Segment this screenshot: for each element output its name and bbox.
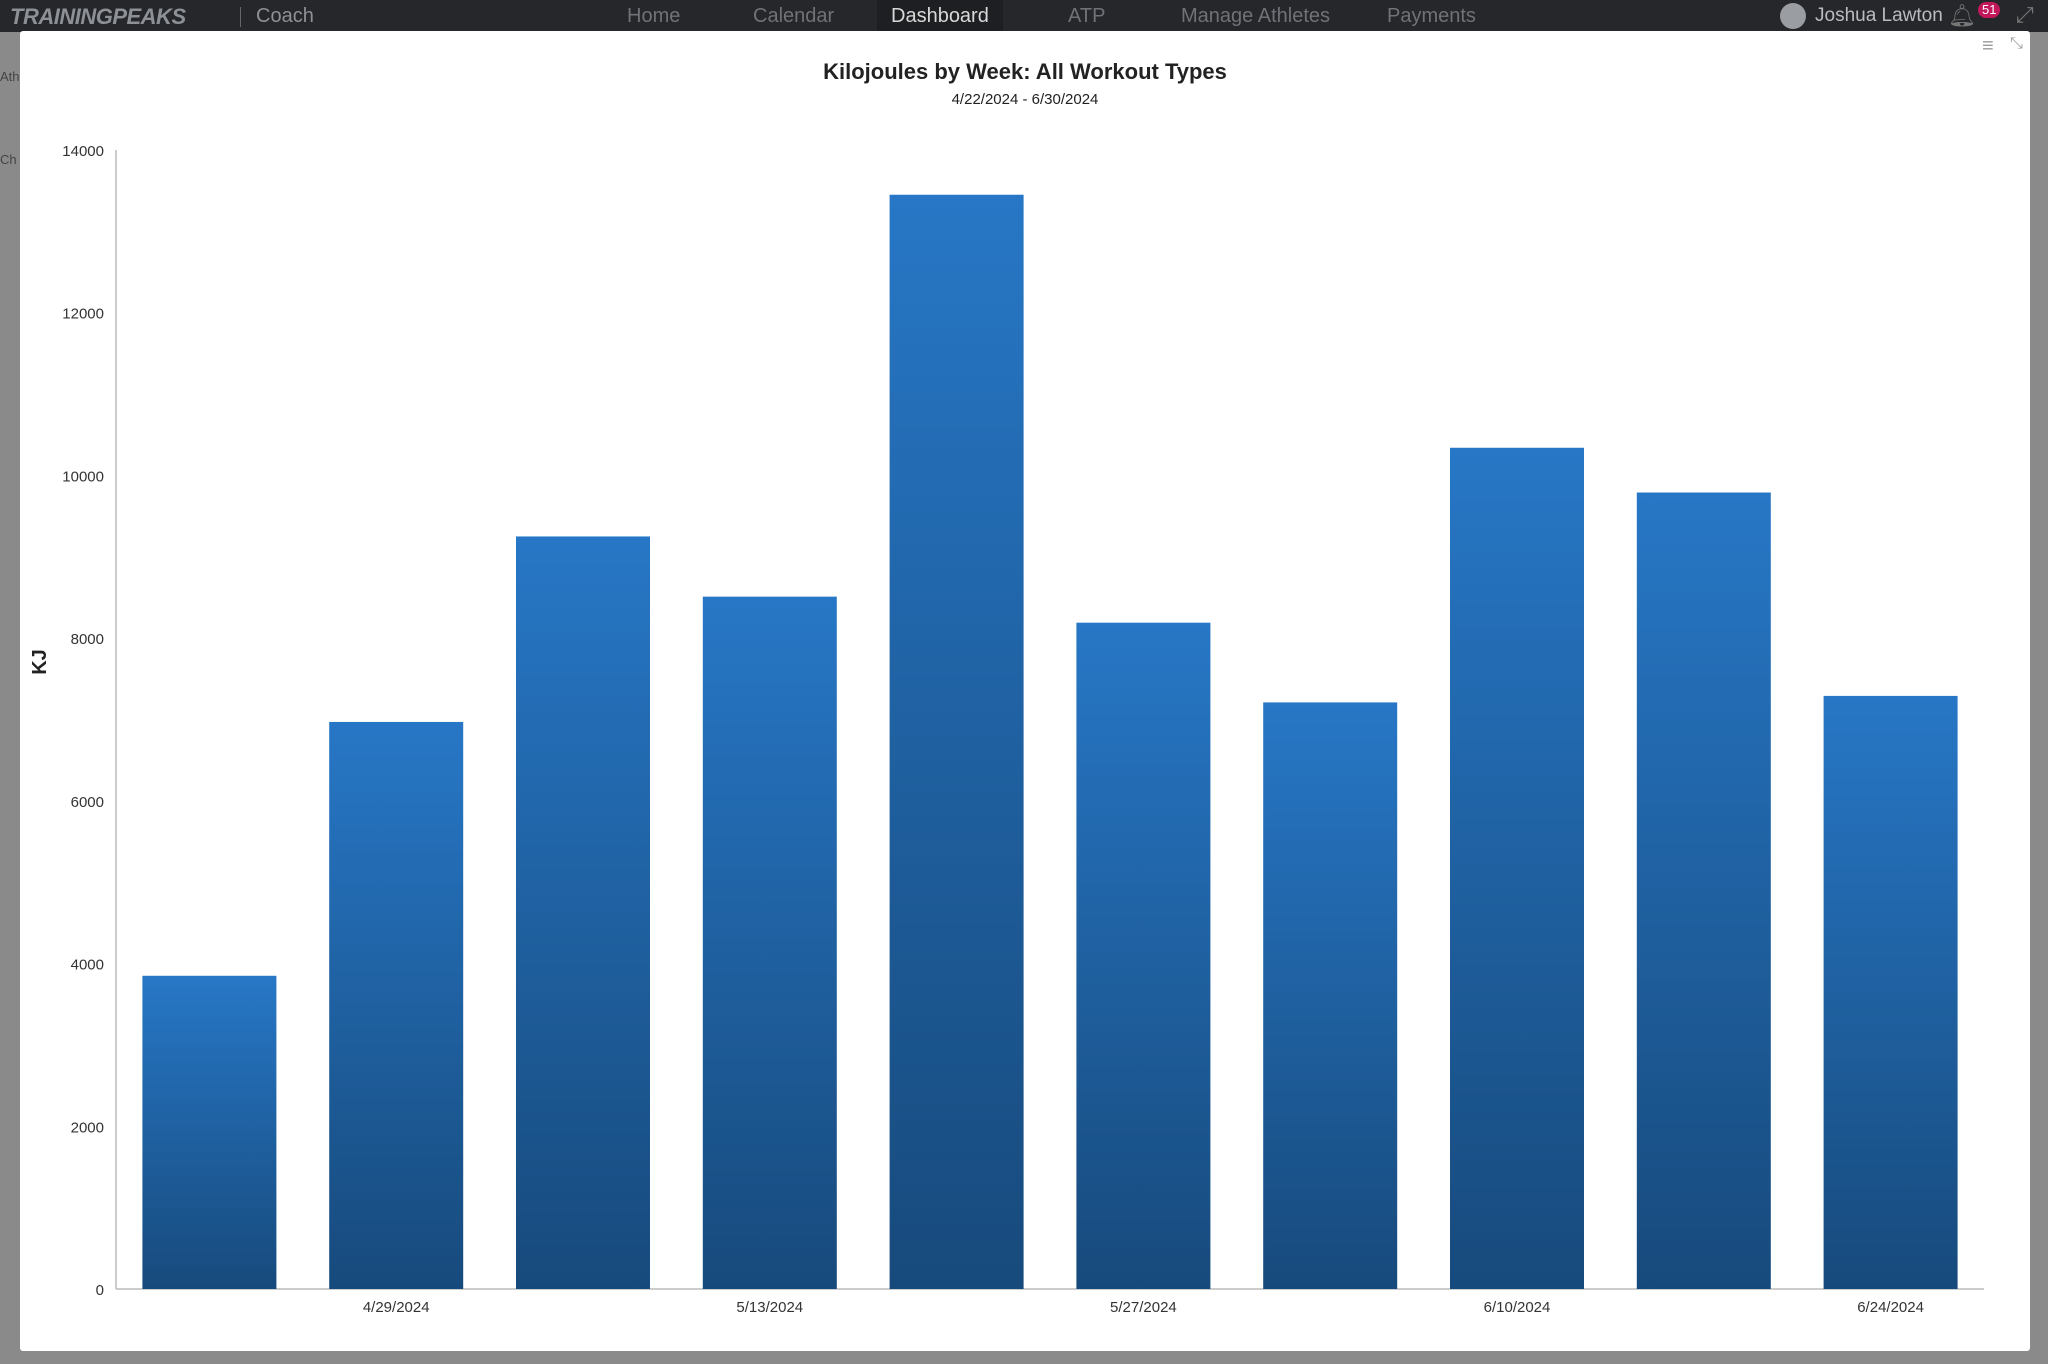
collapse-icon[interactable]: ⤡ — [2010, 35, 2023, 52]
nav-home[interactable]: Home — [627, 5, 681, 27]
y-tick-label: 4000 — [71, 957, 104, 974]
x-tick-label: 4/29/2024 — [363, 1299, 430, 1316]
bar-5/6/2024 — [516, 536, 650, 1289]
divider — [240, 7, 241, 27]
bar-4/29/2024 — [329, 721, 464, 1289]
y-tick-label: 6000 — [71, 794, 104, 811]
bar-5/20/2024 — [889, 194, 1024, 1289]
bell-icon[interactable]: 🔔︎ — [1948, 3, 1976, 28]
user-name[interactable]: Joshua Lawton — [1815, 5, 1943, 26]
bar-6/10/2024 — [1450, 447, 1584, 1289]
nav-manage-athletes[interactable]: Manage Athletes — [1181, 5, 1330, 27]
chart-subtitle: 4/22/2024 - 6/30/2024 — [952, 91, 1099, 108]
chart-title: Kilojoules by Week: All Workout Types — [823, 59, 1227, 84]
y-tick-label: 0 — [96, 1282, 104, 1299]
y-tick-label: 2000 — [71, 1119, 104, 1136]
y-tick-label: 10000 — [62, 468, 104, 485]
nav-atp[interactable]: ATP — [1068, 5, 1106, 27]
nav-dashboard[interactable]: Dashboard — [877, 0, 1003, 32]
bar-4/22/2024 — [142, 975, 277, 1289]
bar-6/17/2024 — [1636, 492, 1771, 1290]
nav-calendar[interactable]: Calendar — [753, 5, 835, 27]
x-tick-label: 5/13/2024 — [736, 1299, 803, 1316]
top-navigation-bar: TRAININGPEAKS Coach Home Calendar Dashbo… — [0, 0, 2048, 32]
x-tick-label: 6/10/2024 — [1484, 1299, 1551, 1316]
x-tick-label: 5/27/2024 — [1110, 1299, 1177, 1316]
bar-6/3/2024 — [1263, 702, 1398, 1289]
product-name: Coach — [256, 5, 314, 27]
avatar[interactable] — [1780, 3, 1806, 29]
bar-5/27/2024 — [1076, 622, 1211, 1289]
nav-payments[interactable]: Payments — [1387, 5, 1476, 27]
bar-6/24/2024 — [1823, 695, 1958, 1289]
trainingpeaks-logo[interactable]: TRAININGPEAKS — [10, 4, 186, 29]
y-tick-label: 14000 — [62, 143, 104, 160]
bar-5/13/2024 — [702, 596, 837, 1289]
notification-badge: 51 — [1978, 2, 2001, 18]
y-tick-label: 8000 — [71, 631, 104, 648]
y-axis-label: KJ — [29, 649, 51, 675]
menu-icon[interactable]: ≡ — [1982, 35, 1994, 57]
x-tick-label: 6/24/2024 — [1857, 1299, 1924, 1316]
y-tick-label: 12000 — [62, 306, 104, 323]
fullscreen-icon[interactable]: ⤢ — [2016, 2, 2034, 27]
